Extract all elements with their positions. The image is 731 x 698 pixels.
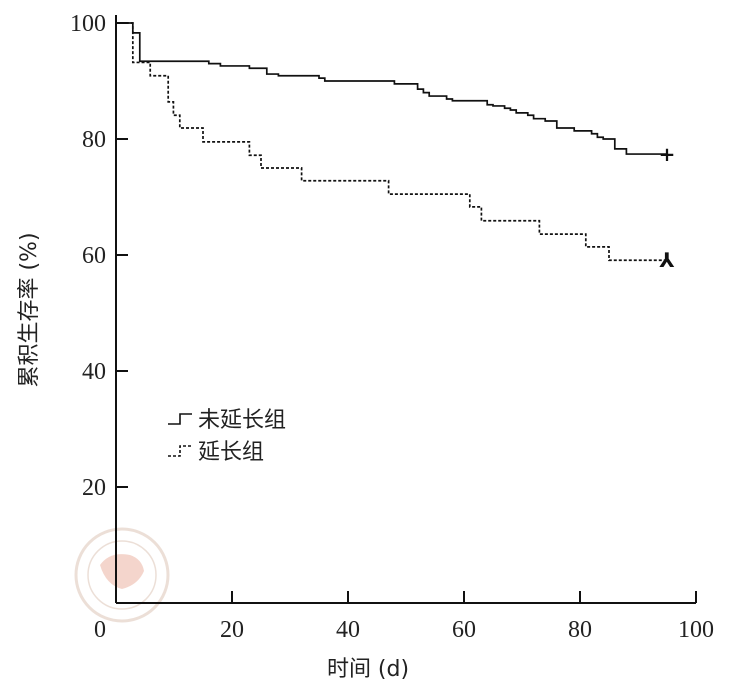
y-tick-label: 20 [82,475,106,501]
censor-marker: ⅄ [658,248,674,272]
x-tick-label: 20 [220,617,244,643]
x-tick-label: 60 [452,617,476,643]
legend: 未延长组 延长组 [168,408,286,465]
censor-marker: + [659,142,676,166]
legend-dashed-swatch [168,445,192,457]
axes: 0 20 40 60 80 100 20 40 60 80 100 [70,11,714,643]
y-tick-label: 100 [70,11,106,37]
y-tick-label: 60 [82,243,106,269]
x-axis-label: 时间 (d) [327,657,409,682]
x-tick-label: 80 [568,617,592,643]
y-axis-label: 累积生存率 (%) [17,232,42,387]
legend-label-untreated: 未延长组 [198,408,286,433]
series-line-extended [116,22,667,262]
watermark-logo [74,527,170,623]
x-tick-label: 40 [336,617,360,643]
x-tick-label: 100 [678,617,714,643]
y-tick-label: 40 [82,359,106,385]
legend-label-extended: 延长组 [198,440,264,465]
y-tick-label: 80 [82,127,106,153]
x-tick-label: 0 [94,617,106,643]
legend-solid-swatch [168,413,192,425]
series-line-untreated [116,22,667,155]
